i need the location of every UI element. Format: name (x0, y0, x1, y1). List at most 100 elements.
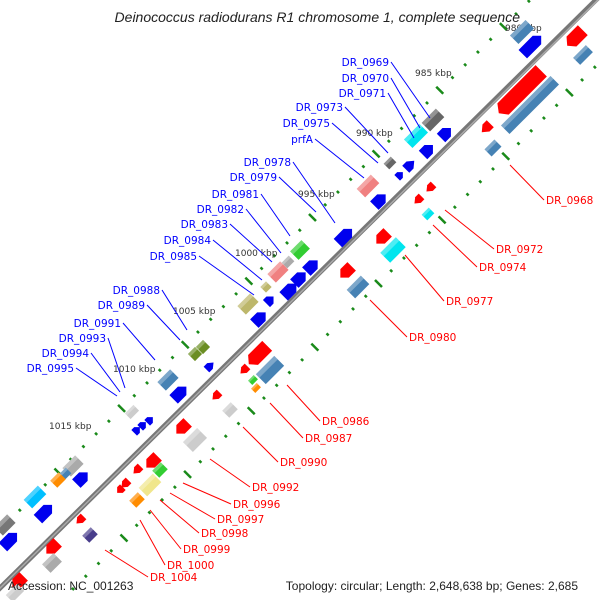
gene-label-dr_0981[interactable]: DR_0981 (212, 189, 259, 201)
plus-strand-gene-arrow[interactable] (279, 279, 300, 301)
minus-strand-gene-arrow[interactable] (172, 418, 192, 438)
gene-label-dr_0984[interactable]: DR_0984 (164, 235, 212, 247)
gene-label-dr_0983[interactable]: DR_0983 (181, 219, 228, 231)
minus-strand-gene-arrow[interactable] (336, 262, 356, 282)
minus-strand-gene-arrow[interactable] (478, 120, 494, 136)
plus-strand-gene[interactable] (195, 339, 211, 355)
minus-strand-gene-arrow[interactable] (74, 513, 87, 527)
minus-strand-gene[interactable] (5, 583, 25, 600)
minus-strand-gene-arrow[interactable] (238, 363, 251, 377)
plus-strand-gene[interactable] (23, 485, 47, 509)
minus-strand-gene[interactable] (42, 553, 62, 573)
plus-strand-gene[interactable] (383, 156, 397, 170)
plus-strand-gene[interactable] (509, 19, 535, 45)
gene-label-dr_1000[interactable]: DR_1000 (167, 560, 214, 572)
minus-strand-gene[interactable] (380, 237, 406, 263)
gene-label-dr_0997[interactable]: DR_0997 (217, 514, 264, 526)
plus-strand-gene[interactable] (356, 174, 380, 198)
plus-strand-gene[interactable] (157, 369, 179, 391)
plus-strand-gene-arrow[interactable] (370, 190, 390, 210)
minus-strand-gene-arrow[interactable] (42, 538, 62, 558)
gene-label-dr_0999[interactable]: DR_0999 (183, 544, 230, 556)
minus-strand-gene-arrow[interactable] (114, 484, 126, 495)
minus-strand-gene[interactable] (501, 76, 559, 134)
plus-strand-gene[interactable] (50, 472, 66, 488)
minus-strand-gene-arrow[interactable] (131, 463, 144, 477)
plus-strand-gene-arrow[interactable] (402, 157, 418, 173)
minus-strand-gene-arrow[interactable] (424, 181, 437, 195)
gene-label-dr_0972[interactable]: DR_0972 (496, 244, 543, 256)
gene-label-dr_0998[interactable]: DR_0998 (201, 528, 248, 540)
minus-strand-gene-arrow[interactable] (244, 340, 273, 369)
plus-strand-gene-arrow[interactable] (250, 308, 270, 328)
plus-strand-gene-arrow[interactable] (518, 32, 546, 59)
gene-label-dr_0979[interactable]: DR_0979 (230, 172, 277, 184)
plus-strand-gene-arrow[interactable] (262, 293, 277, 308)
minus-strand-gene[interactable] (573, 45, 593, 65)
minus-strand-gene-arrow[interactable] (412, 193, 425, 207)
plus-strand-gene[interactable] (0, 514, 16, 536)
plus-strand-gene-arrow[interactable] (0, 529, 21, 552)
plus-strand-gene[interactable] (403, 123, 429, 149)
gene-label-dr_0993[interactable]: DR_0993 (59, 333, 106, 345)
plus-strand-gene-arrow[interactable] (290, 268, 310, 288)
plus-strand-gene[interactable] (260, 281, 272, 293)
gene-label-dr_0980[interactable]: DR_0980 (409, 332, 456, 344)
gene-label-dr_0978[interactable]: DR_0978 (244, 157, 291, 169)
plus-strand-gene-arrow[interactable] (33, 501, 57, 524)
plus-strand-gene-arrow[interactable] (131, 424, 142, 436)
minus-strand-gene[interactable] (182, 427, 208, 453)
gene-label-dr_0992[interactable]: DR_0992 (252, 482, 299, 494)
gene-label-dr_0987[interactable]: DR_0987 (305, 433, 352, 445)
plus-strand-gene[interactable] (267, 261, 289, 283)
gene-label-dr_0986[interactable]: DR_0986 (322, 416, 370, 428)
minus-strand-gene[interactable] (82, 527, 98, 543)
plus-strand-gene[interactable] (290, 240, 310, 260)
minus-strand-gene[interactable] (222, 402, 238, 418)
minus-strand-gene[interactable] (248, 375, 258, 385)
gene-label-dr_0996[interactable]: DR_0996 (233, 499, 281, 511)
plus-strand-gene-arrow[interactable] (333, 225, 357, 248)
plus-strand-gene-arrow[interactable] (137, 419, 148, 431)
gene-label-dr_0977[interactable]: DR_0977 (446, 296, 493, 308)
minus-strand-gene-arrow[interactable] (372, 228, 392, 248)
gene-label-dr_0990[interactable]: DR_0990 (280, 457, 327, 469)
gene-label-dr_0973[interactable]: DR_0973 (296, 102, 343, 114)
gene-label-dr_0995[interactable]: DR_0995 (27, 363, 74, 375)
plus-strand-gene[interactable] (187, 346, 203, 362)
plus-strand-gene-arrow[interactable] (203, 360, 217, 373)
gene-label-dr_0989[interactable]: DR_0989 (98, 300, 145, 312)
plus-strand-gene-arrow[interactable] (418, 141, 437, 160)
minus-strand-gene[interactable] (152, 462, 168, 478)
gene-label-dr_0968[interactable]: DR_0968 (546, 195, 593, 207)
minus-strand-gene-arrow[interactable] (493, 65, 547, 119)
gene-label-dr_0970[interactable]: DR_0970 (342, 73, 389, 85)
minus-strand-gene-arrow[interactable] (8, 572, 28, 592)
plus-strand-gene[interactable] (421, 108, 445, 132)
gene-label-dr_0994[interactable]: DR_0994 (42, 348, 90, 360)
plus-strand-gene[interactable] (237, 293, 259, 315)
minus-strand-gene[interactable] (484, 139, 502, 157)
plus-strand-gene[interactable] (124, 404, 140, 420)
gene-label-dr_0974[interactable]: DR_0974 (479, 262, 527, 274)
plus-strand-gene[interactable] (281, 255, 295, 269)
minus-strand-gene[interactable] (255, 355, 285, 385)
minus-strand-gene[interactable] (129, 492, 145, 508)
gene-label-dr_0991[interactable]: DR_0991 (74, 318, 121, 330)
minus-strand-gene[interactable] (421, 207, 435, 221)
gene-label-dr_0975[interactable]: DR_0975 (283, 118, 330, 130)
gene-label-prfa[interactable]: prfA (291, 134, 314, 146)
minus-strand-gene-arrow[interactable] (210, 389, 223, 403)
minus-strand-gene[interactable] (346, 275, 370, 299)
gene-label-dr_0971[interactable]: DR_0971 (339, 88, 386, 100)
plus-strand-gene-arrow[interactable] (394, 169, 405, 181)
gene-label-dr_0969[interactable]: DR_0969 (342, 57, 389, 69)
plus-strand-gene-arrow[interactable] (169, 382, 190, 404)
gene-label-dr_1004[interactable]: DR_1004 (150, 572, 198, 584)
minus-strand-gene[interactable] (138, 473, 162, 497)
gene-label-dr_0988[interactable]: DR_0988 (113, 285, 160, 297)
plus-strand-gene-arrow[interactable] (72, 468, 92, 488)
minus-strand-gene[interactable] (251, 383, 261, 393)
minus-strand-gene-arrow[interactable] (562, 25, 588, 50)
plus-strand-gene-arrow[interactable] (436, 124, 455, 143)
